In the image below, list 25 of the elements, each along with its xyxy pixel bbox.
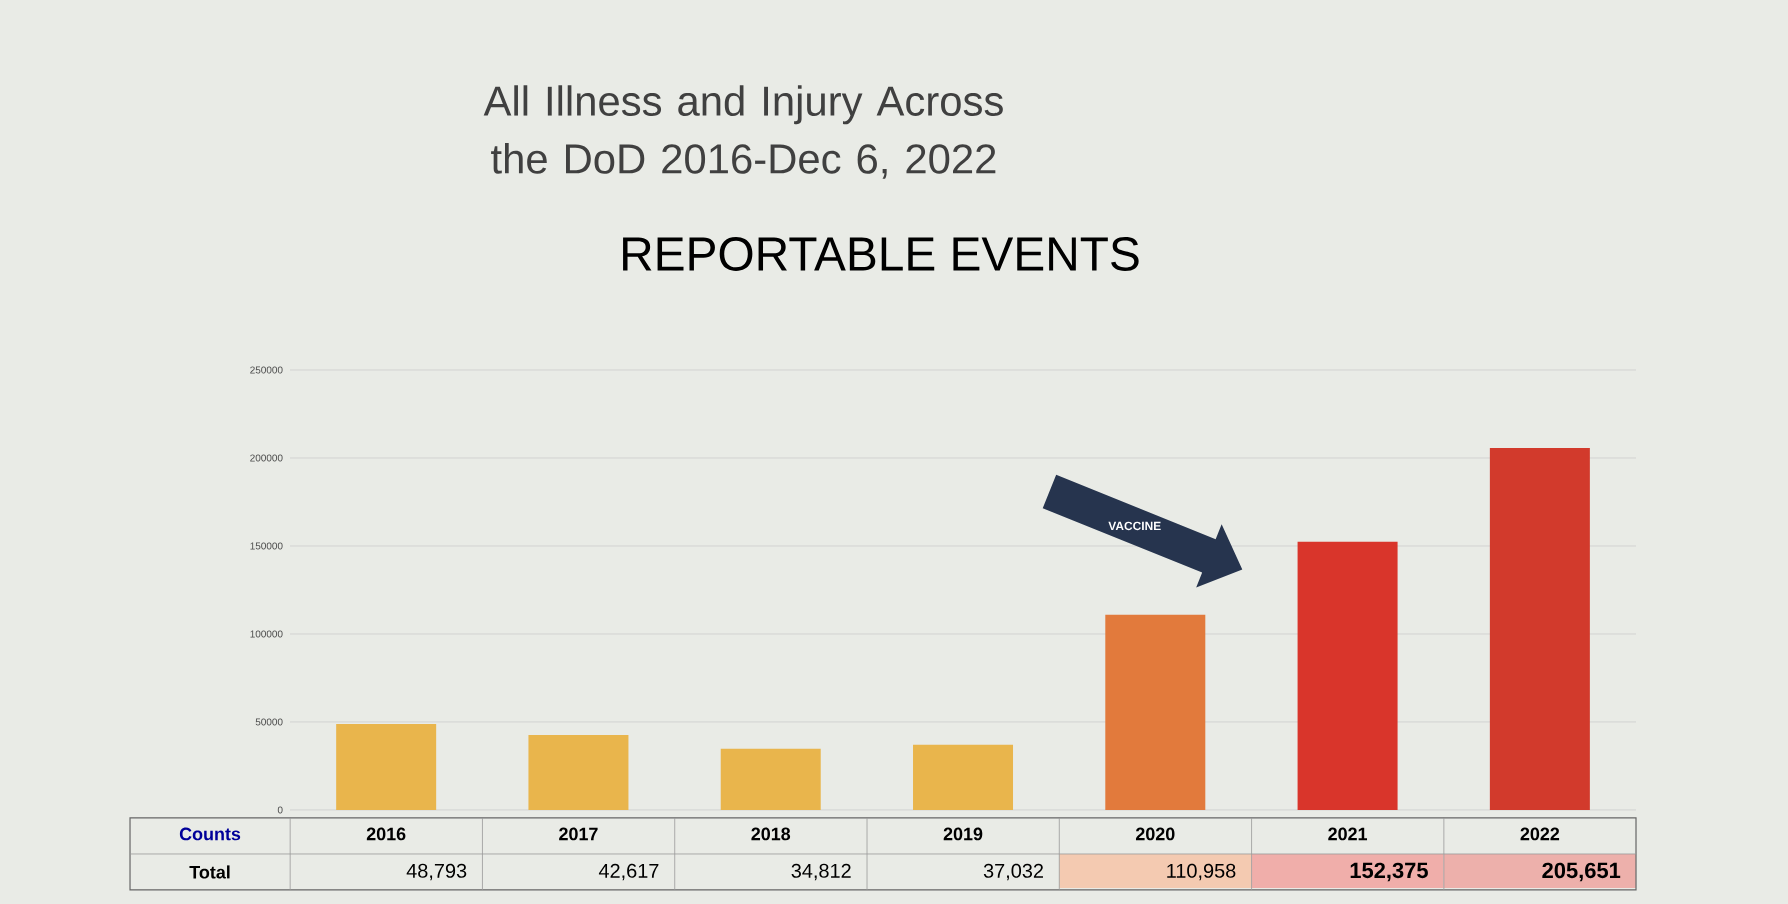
bar <box>1105 614 1206 810</box>
x-tick-label: 2018 <box>751 827 791 841</box>
chart-title: All Illness and Injury Across the DoD 2016-Dec 6, 2022 <box>483 85 1003 179</box>
x-tick-label: 2021 <box>1328 827 1368 841</box>
bar <box>336 724 437 810</box>
bar <box>1489 448 1590 810</box>
x-tick-label: 2022 <box>1520 827 1560 841</box>
bar <box>528 734 629 810</box>
x-tick-label: 2016 <box>366 827 406 841</box>
x-tick-label: 2020 <box>1135 827 1175 841</box>
data-label: 34,812 <box>791 863 851 881</box>
bar <box>913 744 1014 810</box>
data-label: 42,617 <box>598 863 659 881</box>
data-label: 37,032 <box>983 863 1043 881</box>
text: Total <box>189 865 230 879</box>
x-tick-label: 2019 <box>943 827 983 841</box>
bar <box>1297 541 1398 810</box>
data-label: 48,793 <box>406 863 467 881</box>
x-tick-label: 2017 <box>559 827 598 841</box>
chart-subtitle: REPORTABLE EVENTS <box>623 237 1139 271</box>
data-label: 110,958 <box>1167 863 1236 881</box>
bar <box>720 748 821 810</box>
data-label: 205,651 <box>1542 862 1621 882</box>
data-label: 152,375 <box>1350 862 1428 882</box>
text: Counts <box>179 827 241 841</box>
